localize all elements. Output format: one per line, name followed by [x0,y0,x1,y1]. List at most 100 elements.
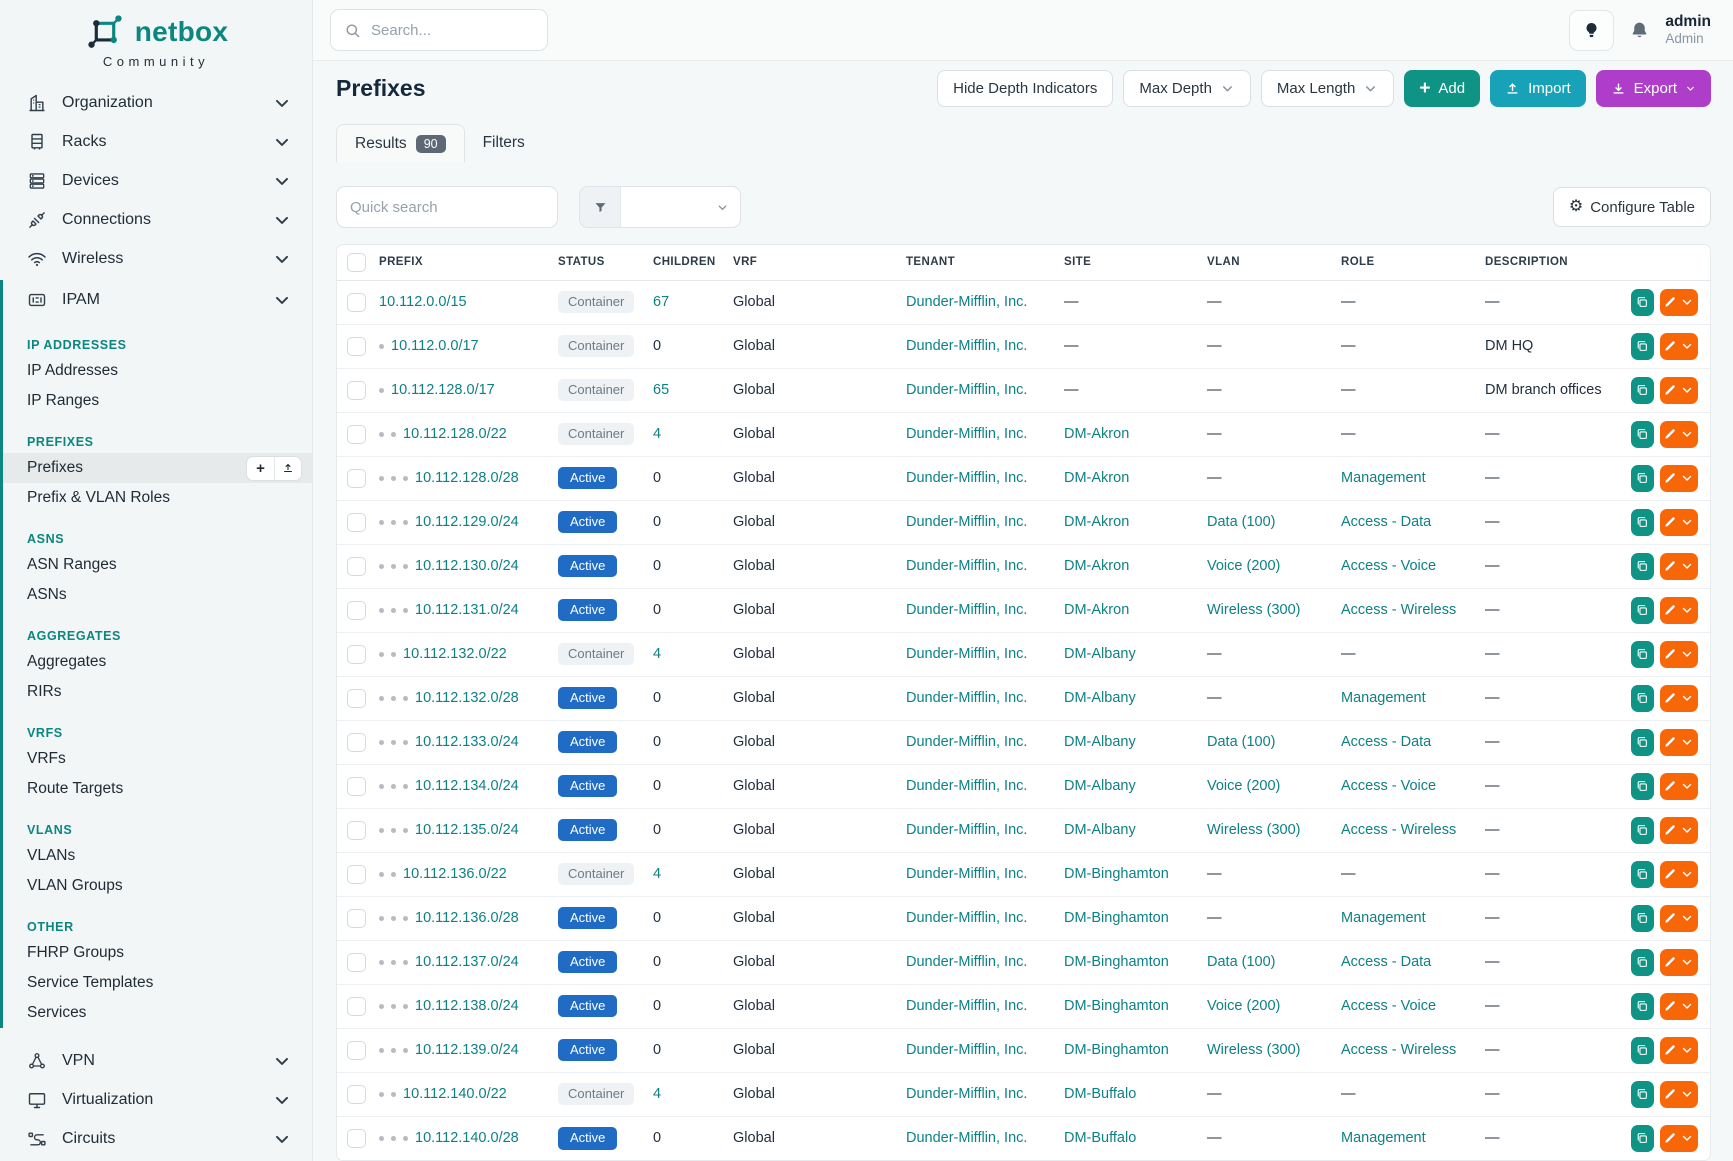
edit-button[interactable] [1659,464,1698,492]
tenant-link[interactable]: Dunder-Mifflin, Inc. [906,822,1028,838]
edit-button[interactable] [1659,288,1698,316]
tenant-link[interactable]: Dunder-Mifflin, Inc. [906,734,1028,750]
sidebar-item-organization[interactable]: Organization [0,83,312,122]
clone-button[interactable] [1631,1036,1654,1064]
max-depth-dropdown[interactable]: Max Depth [1123,70,1251,107]
sidebar-link-vlan-groups[interactable]: VLAN Groups [3,871,312,901]
clone-button[interactable] [1631,596,1654,624]
tenant-link[interactable]: Dunder-Mifflin, Inc. [906,382,1028,398]
sidebar-link-ip-addresses[interactable]: IP Addresses [3,356,312,386]
vlan-link[interactable]: Wireless (300) [1207,602,1301,618]
clone-button[interactable] [1631,728,1654,756]
sidebar-link-asns[interactable]: ASNs [3,580,312,610]
children-link[interactable]: 65 [653,382,670,398]
edit-button[interactable] [1659,992,1698,1020]
sidebar-link-services[interactable]: Services [3,998,312,1028]
row-checkbox[interactable] [347,556,366,576]
clone-button[interactable] [1631,552,1654,580]
vlan-link[interactable]: Voice (200) [1207,558,1281,574]
edit-button[interactable] [1659,904,1698,932]
clone-button[interactable] [1631,420,1654,448]
children-link[interactable]: 4 [653,426,662,442]
brand[interactable]: netbox Community [0,0,312,69]
sidebar-link-vrfs[interactable]: VRFs [3,744,312,774]
edit-button[interactable] [1659,860,1698,888]
sidebar-link-prefixes[interactable]: Prefixes + [3,453,312,483]
prefix-link[interactable]: 10.112.128.0/17 [391,382,495,398]
edit-button[interactable] [1659,332,1698,360]
role-link[interactable]: Access - Wireless [1341,602,1457,618]
bell-icon[interactable] [1629,20,1650,41]
site-link[interactable]: DM-Akron [1064,558,1130,574]
site-link[interactable]: DM-Buffalo [1064,1130,1137,1147]
children-link[interactable]: 4 [653,1086,662,1102]
prefix-link[interactable]: 10.112.130.0/24 [415,558,519,574]
children-link[interactable]: 67 [653,294,670,310]
tenant-link[interactable]: Dunder-Mifflin, Inc. [906,690,1028,706]
tenant-link[interactable]: Dunder-Mifflin, Inc. [906,778,1028,794]
edit-button[interactable] [1659,508,1698,536]
edit-button[interactable] [1659,684,1698,712]
export-dropdown[interactable]: Export [1595,70,1711,107]
vlan-link[interactable]: Data (100) [1207,734,1276,750]
sidebar-item-connections[interactable]: Connections [0,200,312,239]
configure-table-button[interactable]: ⚙ Configure Table [1552,187,1711,227]
site-link[interactable]: DM-Albany [1064,690,1136,706]
clone-button[interactable] [1631,948,1654,976]
prefix-link[interactable]: 10.112.135.0/24 [415,822,519,838]
tenant-link[interactable]: Dunder-Mifflin, Inc. [906,602,1028,618]
prefix-link[interactable]: 10.112.140.0/28 [415,1130,519,1147]
row-checkbox[interactable] [347,996,366,1016]
add-quick-button[interactable]: + [256,459,265,477]
prefix-link[interactable]: 10.112.137.0/24 [415,954,519,970]
site-link[interactable]: DM-Binghamton [1064,910,1169,926]
vlan-link[interactable]: Data (100) [1207,954,1276,970]
clone-button[interactable] [1631,1080,1654,1108]
sidebar-link-fhrp-groups[interactable]: FHRP Groups [3,938,312,968]
tenant-link[interactable]: Dunder-Mifflin, Inc. [906,426,1028,442]
select-all-checkbox[interactable] [347,252,366,272]
quick-search-input[interactable] [336,186,558,228]
row-checkbox[interactable] [347,864,366,884]
sidebar-item-ipam[interactable]: IPAM [3,280,312,319]
sidebar-item-devices[interactable]: Devices [0,161,312,200]
edit-button[interactable] [1659,640,1698,668]
edit-button[interactable] [1659,816,1698,844]
site-link[interactable]: DM-Akron [1064,426,1130,442]
row-checkbox[interactable] [347,776,366,796]
tenant-link[interactable]: Dunder-Mifflin, Inc. [906,470,1028,486]
sidebar-link-route-targets[interactable]: Route Targets [3,774,312,804]
edit-button[interactable] [1659,948,1698,976]
row-checkbox[interactable] [347,424,366,444]
hide-depth-indicators-button[interactable]: Hide Depth Indicators [937,70,1114,107]
prefix-link[interactable]: 10.112.140.0/22 [403,1086,507,1102]
prefix-link[interactable]: 10.112.0.0/17 [391,338,479,354]
edit-button[interactable] [1659,728,1698,756]
row-checkbox[interactable] [347,512,366,532]
site-link[interactable]: DM-Albany [1064,734,1136,750]
role-link[interactable]: Management [1341,690,1426,706]
add-button[interactable]: + Add [1404,70,1481,107]
site-link[interactable]: DM-Albany [1064,646,1136,662]
vlan-link[interactable]: Wireless (300) [1207,1042,1301,1058]
prefix-link[interactable]: 10.112.129.0/24 [415,514,519,530]
tenant-link[interactable]: Dunder-Mifflin, Inc. [906,514,1028,530]
sidebar-link-aggregates[interactable]: Aggregates [3,647,312,677]
prefix-link[interactable]: 10.112.133.0/24 [415,734,519,750]
tenant-link[interactable]: Dunder-Mifflin, Inc. [906,998,1028,1014]
row-checkbox[interactable] [347,688,366,708]
clone-button[interactable] [1631,816,1654,844]
edit-button[interactable] [1659,376,1698,404]
role-link[interactable]: Access - Data [1341,514,1432,530]
site-link[interactable]: DM-Binghamton [1064,866,1169,882]
saved-filter-select[interactable] [579,186,741,228]
edit-button[interactable] [1659,596,1698,624]
prefix-link[interactable]: 10.112.128.0/28 [415,470,519,486]
clone-button[interactable] [1631,376,1654,404]
import-button[interactable]: Import [1490,70,1586,107]
role-link[interactable]: Access - Wireless [1341,1042,1457,1058]
clone-button[interactable] [1631,992,1654,1020]
tenant-link[interactable]: Dunder-Mifflin, Inc. [906,1130,1028,1147]
sidebar-item-circuits[interactable]: Circuits [0,1119,312,1158]
edit-button[interactable] [1659,1080,1698,1108]
